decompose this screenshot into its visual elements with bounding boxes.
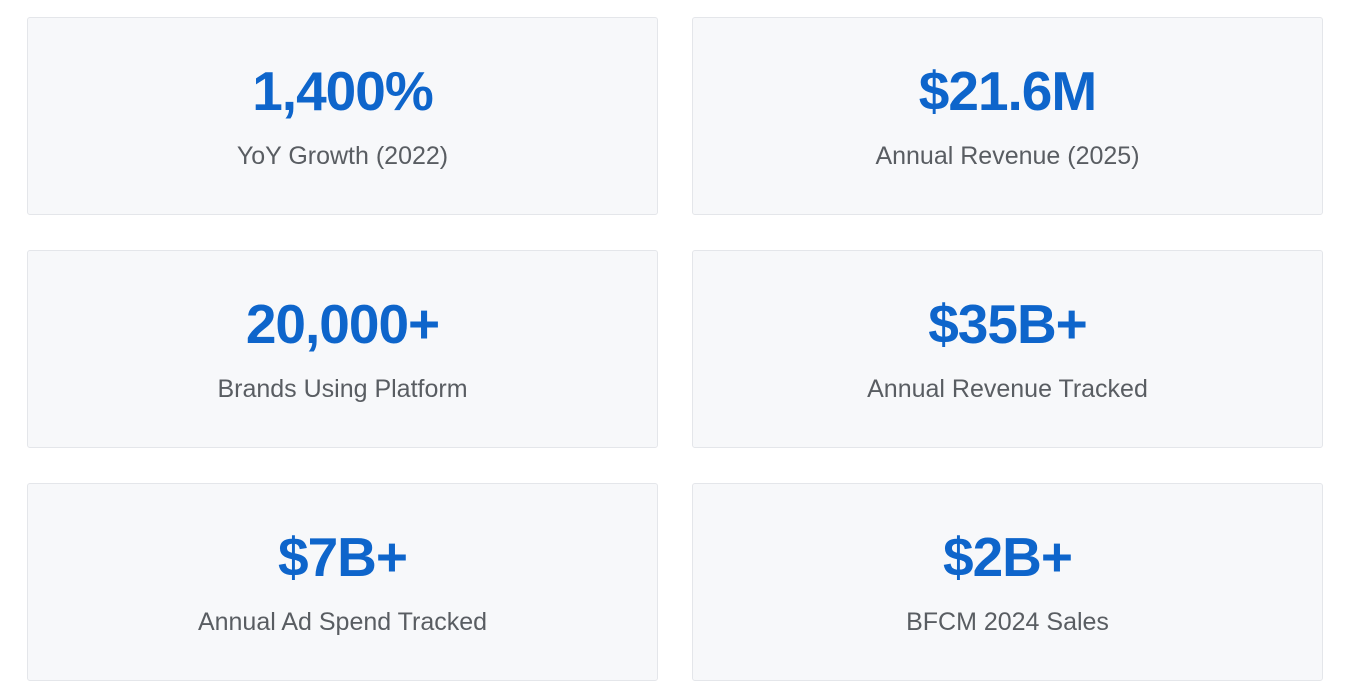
stat-value: 1,400% — [252, 59, 434, 122]
stat-card-annual-revenue-tracked: $35B+ Annual Revenue Tracked — [692, 250, 1323, 448]
stat-label: YoY Growth (2022) — [236, 141, 449, 170]
stat-value: $35B+ — [928, 292, 1088, 355]
stat-value: 20,000+ — [245, 292, 440, 355]
stat-card-brands-using-platform: 20,000+ Brands Using Platform — [27, 250, 658, 448]
stat-card-bfcm-2024-sales: $2B+ BFCM 2024 Sales — [692, 483, 1323, 681]
stat-value: $7B+ — [277, 525, 408, 588]
stat-label: Annual Revenue (2025) — [875, 141, 1140, 170]
stat-label: Annual Ad Spend Tracked — [197, 607, 488, 636]
stat-label: BFCM 2024 Sales — [906, 607, 1109, 636]
stat-label: Brands Using Platform — [217, 374, 468, 403]
stat-value: $2B+ — [942, 525, 1073, 588]
stat-card-yoy-growth: 1,400% YoY Growth (2022) — [27, 17, 658, 215]
stat-card-annual-revenue: $21.6M Annual Revenue (2025) — [692, 17, 1323, 215]
stat-value: $21.6M — [918, 59, 1097, 122]
stat-card-annual-ad-spend-tracked: $7B+ Annual Ad Spend Tracked — [27, 483, 658, 681]
stat-label: Annual Revenue Tracked — [867, 374, 1148, 403]
